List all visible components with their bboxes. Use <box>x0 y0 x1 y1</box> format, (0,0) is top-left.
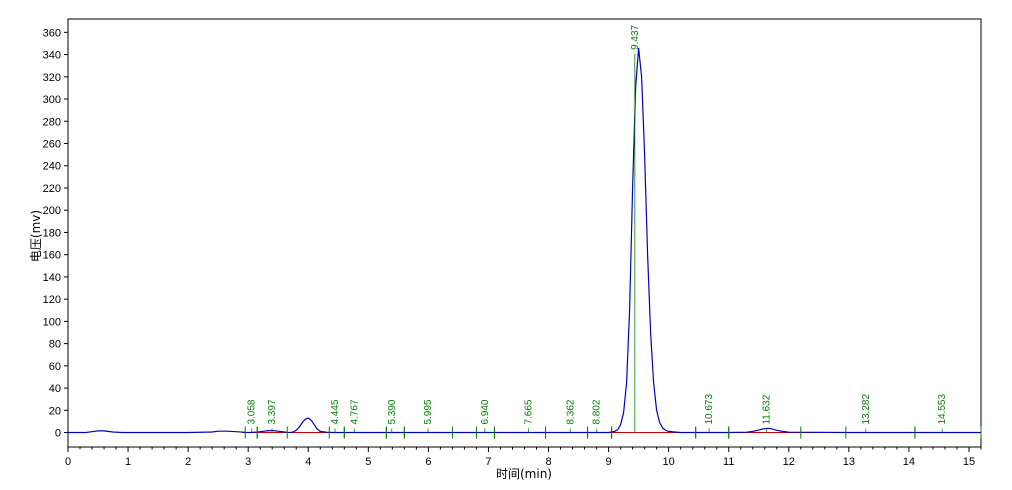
y-tick-label: 300 <box>43 94 61 106</box>
y-tick-label: 180 <box>43 227 61 239</box>
x-axis-title: 时间(min) <box>496 467 552 481</box>
y-tick-label: 140 <box>43 272 61 284</box>
peak-retention-label: 8.802 <box>592 399 603 424</box>
y-tick-label: 0 <box>55 428 61 440</box>
x-tick-label: 15 <box>963 456 975 468</box>
x-tick-label: 1 <box>125 456 131 468</box>
peak-markers <box>244 426 982 439</box>
x-tick-label: 10 <box>663 456 675 468</box>
y-tick-label: 280 <box>43 116 61 128</box>
x-tick-label: 6 <box>425 456 431 468</box>
y-axis-title: 电压(mv) <box>29 210 43 262</box>
y-tick-label: 20 <box>49 405 61 417</box>
x-tick-label: 2 <box>185 456 191 468</box>
x-tick-label: 0 <box>65 456 71 468</box>
y-tick-label: 60 <box>49 361 61 373</box>
x-tick-label: 13 <box>843 456 855 468</box>
y-tick-label: 260 <box>43 139 61 151</box>
peak-retention-label: 3.058 <box>247 399 258 424</box>
y-tick-label: 340 <box>43 50 61 62</box>
y-tick-label: 240 <box>43 161 61 173</box>
y-tick-label: 160 <box>43 250 61 262</box>
x-axis: 0 1 2 3 4 5 6 7 8 9 10 11 12 13 14 15 <box>65 447 982 468</box>
y-tick-label: 220 <box>43 183 61 195</box>
peak-retention-label: 4.767 <box>349 399 360 424</box>
x-tick-label: 7 <box>485 456 491 468</box>
peak-retention-label: 6.940 <box>480 399 491 424</box>
signal-trace <box>68 47 981 434</box>
peak-retention-label: 10.673 <box>704 394 715 425</box>
peak-retention-label: 13.282 <box>861 394 872 425</box>
y-tick-label: 80 <box>49 339 61 351</box>
x-tick-label: 14 <box>903 456 915 468</box>
y-tick-label: 360 <box>43 27 61 39</box>
y-axis: 0 20 40 60 80 100 120 140 160 180 200 220 240 260 280 3… <box>43 27 68 440</box>
plot-frame <box>67 18 982 448</box>
y-tick-label: 200 <box>43 205 61 217</box>
peak-retention-label: 5.390 <box>387 399 398 424</box>
x-tick-label: 8 <box>545 456 551 468</box>
y-tick-label: 40 <box>49 383 61 395</box>
peak-retention-label: 7.665 <box>523 399 534 424</box>
x-tick-label: 5 <box>365 456 371 468</box>
x-tick-label: 12 <box>783 456 795 468</box>
peak-retention-label: 14.553 <box>937 394 948 425</box>
peak-labels: 3.058 3.397 4.445 4.767 5.390 5.995 6.940 7.665… <box>247 24 948 433</box>
peak-retention-label: 3.397 <box>267 399 278 424</box>
peak-retention-label: 5.995 <box>423 399 434 424</box>
x-tick-label: 9 <box>606 456 612 468</box>
y-tick-label: 100 <box>43 316 61 328</box>
x-tick-label: 11 <box>723 456 734 468</box>
peak-retention-label: 4.445 <box>330 399 341 424</box>
peak-retention-label: 11.632 <box>762 394 773 424</box>
y-tick-label: 120 <box>43 294 61 306</box>
y-tick-label: 320 <box>43 72 61 84</box>
x-tick-label: 4 <box>305 456 311 468</box>
peak-retention-label: 8.362 <box>565 399 576 424</box>
x-tick-label: 3 <box>245 456 251 468</box>
peak-retention-label: 9.437 <box>630 24 641 49</box>
